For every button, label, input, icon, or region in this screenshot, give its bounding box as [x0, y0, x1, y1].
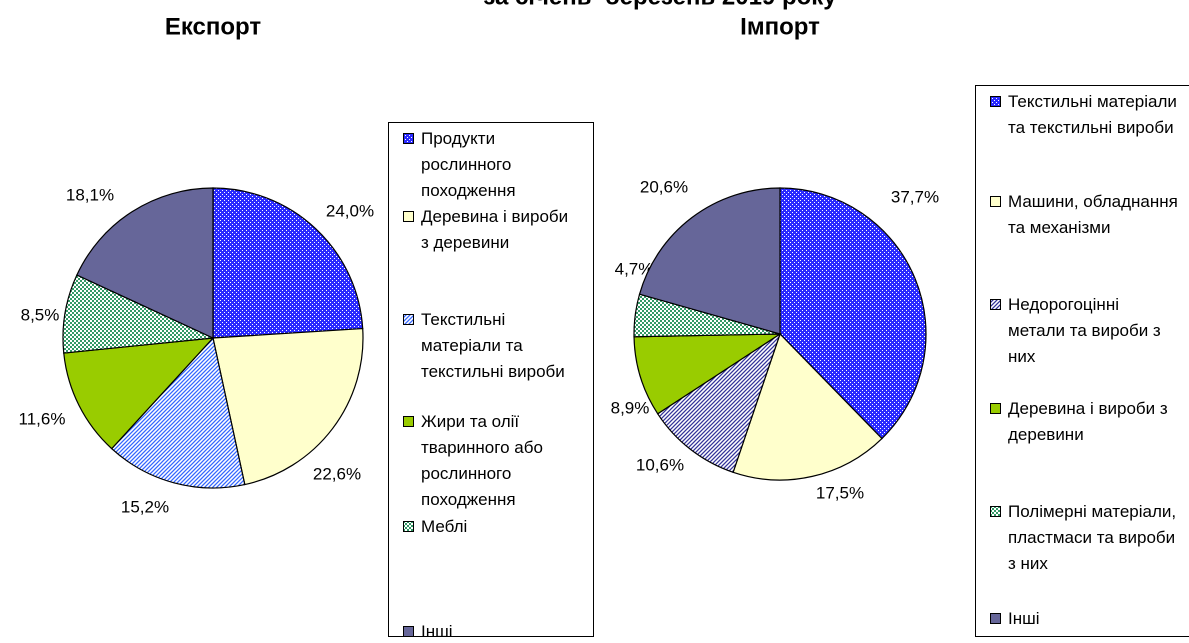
- legend-item: Інші: [990, 606, 1185, 632]
- data-label: 8,5%: [21, 305, 60, 324]
- legend-swatch: [990, 299, 1001, 310]
- legend-swatch: [403, 133, 414, 144]
- legend-swatch: [990, 96, 1001, 107]
- data-label: 37,7%: [891, 187, 939, 206]
- pie-slice: [633, 333, 783, 415]
- legend-item: Меблі: [403, 514, 589, 540]
- legend-item: Продукти рослинного походження: [403, 126, 589, 204]
- legend-item: Недорогоцінні метали та вироби з них: [990, 292, 1185, 370]
- legend-item: Полімерні матеріали, пластмаси та вироби…: [990, 499, 1185, 577]
- legend-label: Інші: [421, 622, 453, 641]
- legend-label: Продукти рослинного походження: [421, 129, 516, 200]
- legend-swatch: [403, 211, 414, 222]
- legend-label: Деревина і вироби з деревини: [421, 207, 569, 252]
- pie-slice: [76, 187, 214, 339]
- pie-slice: [732, 332, 883, 481]
- data-label: 20,6%: [640, 177, 688, 196]
- legend-item: Деревина і вироби з деревини: [403, 204, 589, 256]
- legend-swatch: [403, 521, 414, 532]
- pie-slice: [212, 327, 364, 486]
- data-label: 15,2%: [121, 497, 169, 516]
- pie-slice: [656, 332, 782, 474]
- legend-label: Інші: [1008, 609, 1040, 628]
- pie-slice: [63, 337, 215, 450]
- legend-item: Машини, обладнання та механізми: [990, 189, 1185, 241]
- legend: Продукти рослинного походження Деревина і…: [388, 122, 594, 641]
- pie-slice: [638, 187, 781, 335]
- data-label: 8,9%: [611, 398, 650, 417]
- data-label: 22,6%: [313, 464, 361, 483]
- data-label: 18,1%: [66, 185, 114, 204]
- legend-item: Жири та олії тваринного або рослинного п…: [403, 409, 589, 513]
- legend-item: Інші: [403, 619, 589, 643]
- legend-item: Деревина і вироби з деревини: [990, 396, 1185, 448]
- legend-label: Меблі: [421, 517, 468, 536]
- pie-slice: [110, 336, 246, 489]
- data-label: 24,0%: [326, 201, 374, 220]
- legend-label: Недорогоцінні метали та вироби з них: [1008, 295, 1161, 366]
- pie-slice: [212, 187, 364, 339]
- legend-label: Машини, обладнання та механізми: [1008, 192, 1178, 237]
- data-label: 11,6%: [19, 409, 66, 428]
- main-title: за січень–березень 2019 року: [483, 0, 837, 10]
- legend-swatch: [403, 314, 414, 325]
- data-label: 4,7%: [615, 259, 654, 278]
- legend-item: Текстильні матеріали та текстильні вироб…: [990, 89, 1185, 141]
- legend-item: Текстильні матеріали та текстильні вироб…: [403, 307, 589, 385]
- legend-swatch: [990, 196, 1001, 207]
- legend-swatch: [990, 506, 1001, 517]
- legend-label: Текстильні матеріали та текстильні вироб…: [1008, 92, 1177, 137]
- legend: Текстильні матеріали та текстильні вироб…: [975, 85, 1189, 637]
- data-label: 17,5%: [816, 483, 864, 502]
- legend-label: Текстильні матеріали та текстильні вироб…: [421, 310, 565, 381]
- pie-slice: [779, 187, 927, 440]
- legend-label: Жири та олії тваринного або рослинного п…: [421, 412, 543, 509]
- legend-swatch: [990, 613, 1001, 624]
- pie-title: Імпорт: [740, 13, 820, 40]
- data-label: 10,6%: [636, 455, 684, 474]
- legend-label: Деревина і вироби з деревини: [1008, 399, 1168, 444]
- legend-swatch: [403, 416, 414, 427]
- pie-title: Експорт: [165, 13, 262, 40]
- legend-swatch: [990, 403, 1001, 414]
- legend-label: Полімерні матеріали, пластмаси та вироби…: [1008, 502, 1177, 573]
- legend-swatch: [403, 626, 414, 637]
